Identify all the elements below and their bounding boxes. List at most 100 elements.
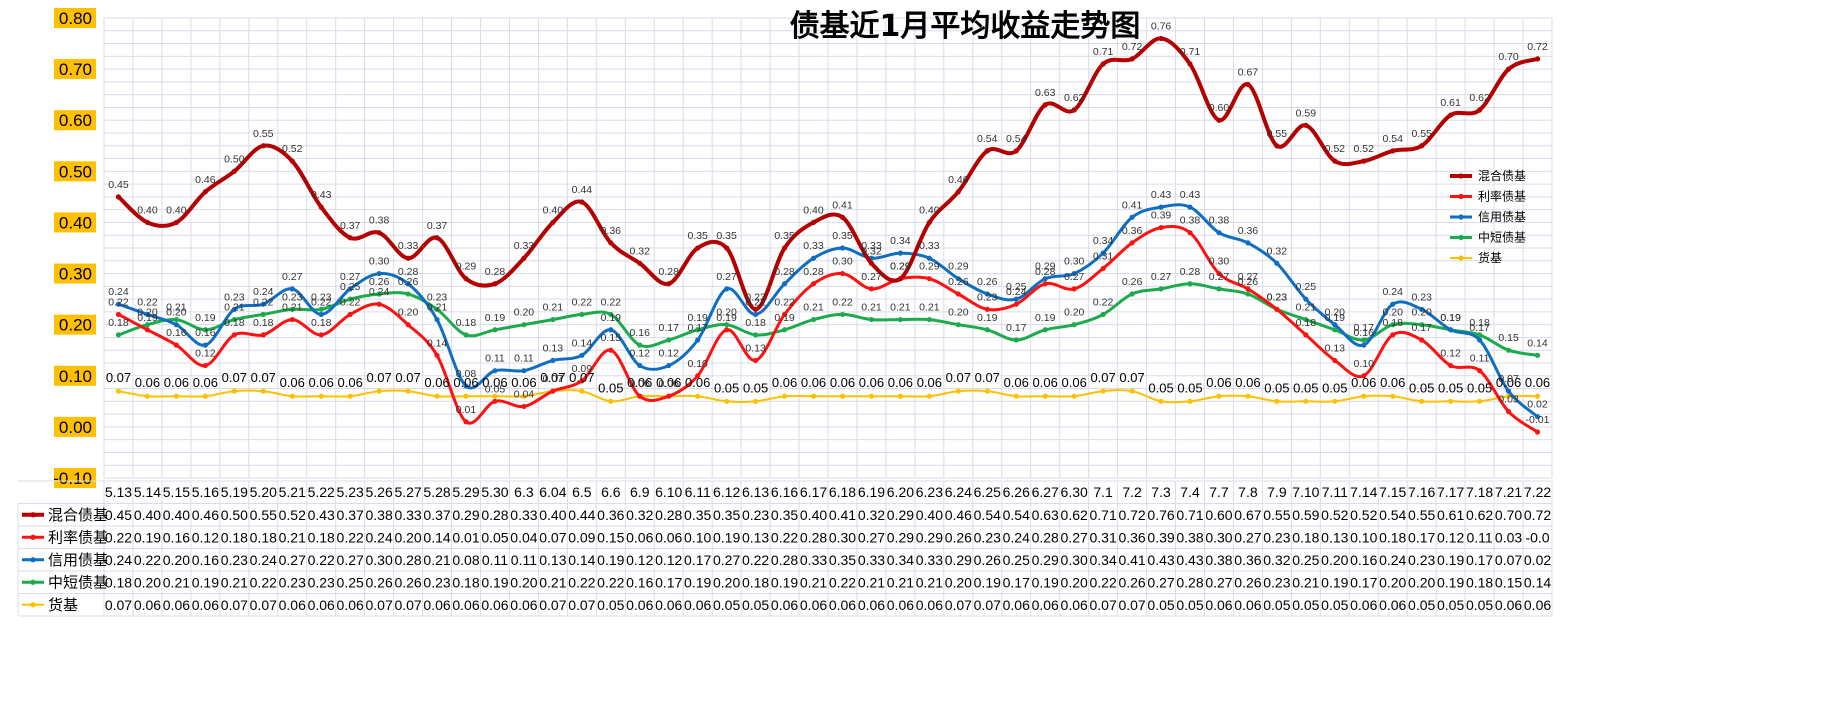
table-cell: 0.25 [1292, 552, 1319, 568]
data-point [550, 388, 556, 394]
table-cell: 0.05 [597, 597, 624, 613]
data-point [1245, 393, 1251, 399]
data-point [1216, 270, 1222, 277]
table-cell: 0.18 [742, 574, 769, 590]
data-label: 0.08 [456, 368, 477, 380]
x-category-label: 5.23 [337, 484, 364, 500]
data-point [926, 393, 932, 399]
table-cell: 0.46 [192, 507, 219, 523]
data-point [1534, 56, 1541, 62]
data-point [781, 311, 788, 318]
data-label: 0.19 [137, 312, 158, 324]
data-point [1448, 398, 1454, 404]
data-label: 0.21 [543, 302, 564, 314]
table-cell: 0.14 [568, 552, 595, 568]
table-cell: 0.04 [510, 529, 537, 545]
data-label: 0.05 [1148, 380, 1173, 395]
data-label: 0.18 [224, 317, 245, 329]
data-label: 0.30 [832, 256, 853, 268]
table-cell: 0.21 [916, 574, 943, 590]
data-point [463, 276, 469, 282]
x-category-label: 7.9 [1267, 484, 1287, 500]
table-cell: 0.22 [1089, 574, 1116, 590]
data-label: 0.22 [601, 296, 622, 308]
data-point [1274, 143, 1280, 149]
table-cell: 0.05 [1147, 597, 1174, 613]
table-cell: 0.17 [1003, 574, 1030, 590]
table-cell: 0.18 [105, 574, 132, 590]
data-label: 0.43 [1151, 189, 1172, 201]
data-label: 0.20 [716, 307, 737, 319]
x-category-label: 6.27 [1032, 484, 1059, 500]
data-label: 0.55 [1411, 128, 1432, 140]
data-point [1187, 281, 1193, 287]
data-point [550, 219, 556, 226]
data-label: 0.06 [1525, 375, 1550, 390]
data-label: 0.22 [572, 296, 593, 308]
x-category-label: 7.3 [1151, 484, 1171, 500]
data-label: 0.19 [977, 312, 998, 324]
data-label: 0.16 [1354, 327, 1375, 339]
data-label: 0.28 [659, 266, 680, 278]
table-cell: 0.25 [337, 574, 364, 590]
table-legend-marker [30, 534, 36, 540]
data-label: 0.33 [919, 240, 940, 252]
table-cell: 0.07 [539, 597, 566, 613]
data-label: 0.06 [1380, 375, 1405, 390]
table-cell: 0.30 [1061, 552, 1088, 568]
data-point [666, 337, 672, 343]
ytick-label: 0.50 [59, 162, 92, 181]
table-cell: 0.20 [394, 529, 421, 545]
ytick-label: 0.60 [59, 111, 92, 130]
data-label: 0.24 [1006, 286, 1027, 298]
data-point [463, 383, 469, 389]
x-category-label: 5.15 [163, 484, 190, 500]
data-label: 0.06 [1062, 375, 1087, 390]
data-point [1187, 398, 1193, 404]
table-cell: 0.13 [539, 552, 566, 568]
data-point [347, 393, 353, 399]
data-point [984, 148, 990, 154]
data-point [1013, 148, 1019, 154]
data-point [868, 393, 875, 399]
table-cell: 0.07 [1089, 597, 1116, 613]
table-cell: 0.06 [1524, 597, 1551, 613]
table-cell: 0.20 [163, 552, 190, 568]
x-category-label: 5.16 [192, 484, 219, 500]
table-cell: 0.32 [626, 507, 653, 523]
x-category-label: 7.14 [1350, 484, 1377, 500]
table-cell: 0.18 [1379, 529, 1406, 545]
data-label: 0.06 [659, 378, 680, 390]
table-cell: 0.23 [279, 574, 306, 590]
x-category-label: 7.8 [1238, 484, 1258, 500]
table-cell: 0.06 [510, 597, 537, 613]
table-cell: 0.20 [1321, 552, 1348, 568]
data-label: 0.29 [890, 261, 911, 273]
table-cell: 0.21 [858, 574, 885, 590]
data-point [637, 393, 643, 399]
data-label: 0.19 [195, 312, 216, 324]
x-category-label: 5.13 [105, 484, 132, 500]
data-label: 0.06 [772, 375, 797, 390]
ytick-label: -0.10 [53, 469, 92, 488]
labels-hunhe: 0.45 0.40 0.40 0.46 0.50 0.55 0.52 0.43 0.37 0.38… [108, 20, 1548, 303]
data-label: 0.23 [282, 291, 303, 303]
data-point [289, 158, 295, 164]
table-cell: 0.06 [655, 529, 682, 545]
table-cell: 0.27 [858, 529, 885, 545]
data-point [463, 393, 469, 399]
data-point [637, 260, 643, 266]
data-label: 0.37 [427, 220, 448, 232]
data-label: 0.01 [456, 404, 477, 416]
table-cell: 0.28 [1176, 574, 1203, 590]
data-label: 0.19 [1440, 312, 1461, 324]
data-label: 0.34 [890, 235, 911, 247]
data-label: 0.71 [1180, 46, 1201, 58]
table-cell: 0.06 [163, 597, 190, 613]
x-category-label: 6.5 [572, 484, 592, 500]
data-label: 0.06 [280, 375, 305, 390]
data-point [810, 393, 817, 399]
table-cell: 0.19 [481, 574, 508, 590]
data-point [781, 327, 788, 333]
